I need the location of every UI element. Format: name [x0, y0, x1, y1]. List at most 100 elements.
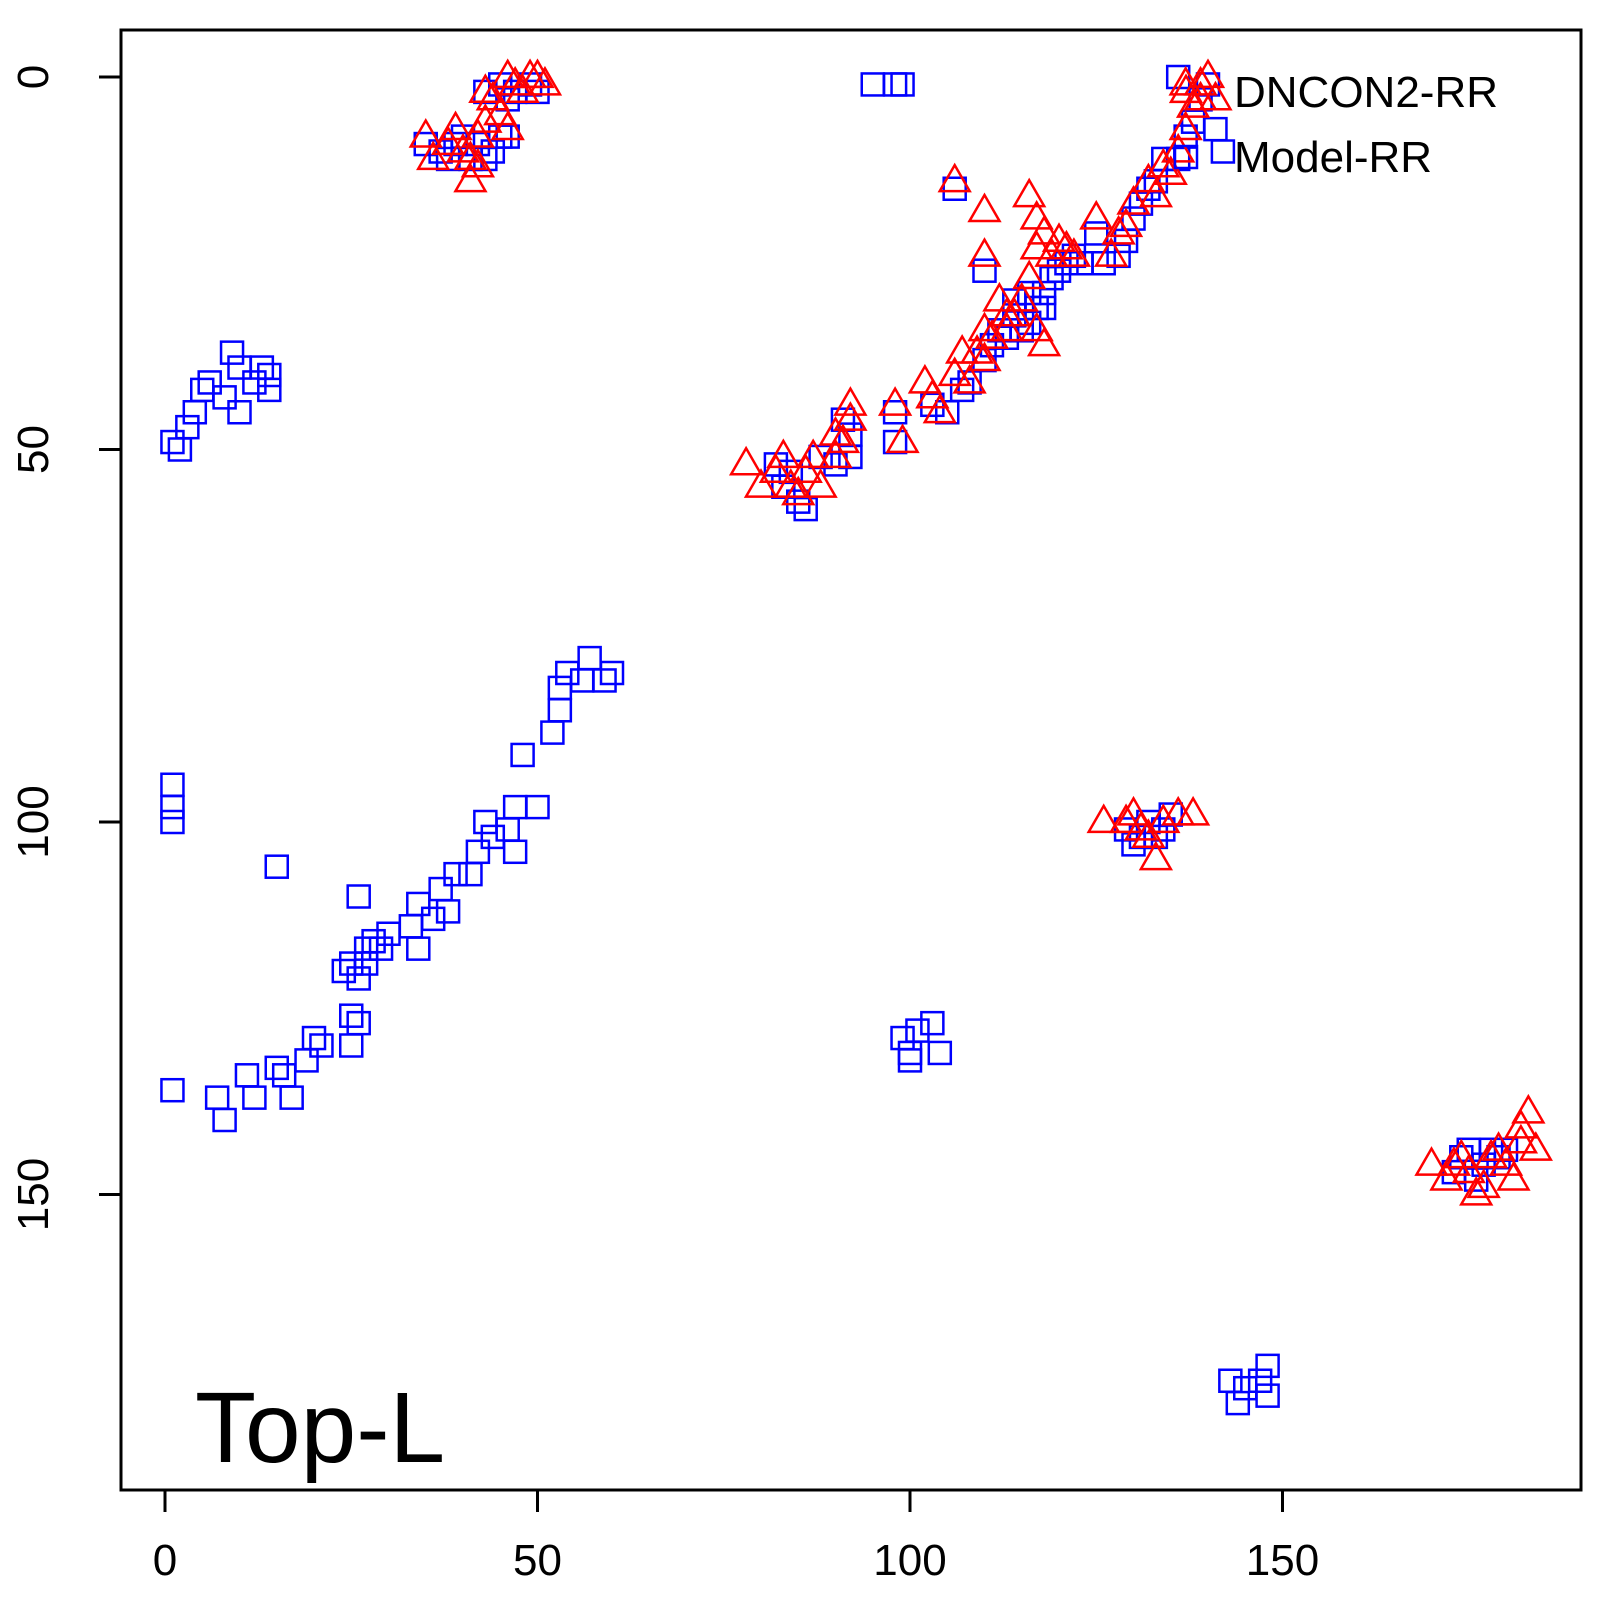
annotation-label: Top-L — [195, 1372, 445, 1484]
model-rr-point — [234, 1063, 260, 1088]
model-rr-point — [577, 645, 602, 671]
x-tick-label: 150 — [1246, 1536, 1319, 1585]
model-rr-point — [242, 1085, 267, 1110]
model-rr-point — [1136, 176, 1161, 201]
model-rr-point — [227, 400, 252, 425]
model-rr-point — [346, 1010, 371, 1036]
dncon2-rr-point — [1503, 1123, 1539, 1154]
dncon2-rr-point — [438, 110, 473, 141]
dncon2-rr-point — [1161, 132, 1196, 163]
dncon2-rr-point — [1026, 214, 1062, 245]
model-rr-point — [1039, 265, 1064, 291]
model-rr-point — [495, 124, 520, 149]
dncon2-rr-point — [877, 386, 913, 416]
model-rr-point — [428, 876, 453, 902]
dncon2-rr-point — [1175, 795, 1211, 826]
model-rr-point — [1218, 1368, 1243, 1393]
model-rr-point — [346, 884, 371, 909]
dncon2-rr-point — [1012, 177, 1047, 208]
dncon2-rr-point — [766, 438, 801, 469]
model-rr-point — [502, 839, 528, 865]
model-rr-point — [271, 1063, 297, 1088]
dncon2-rr-point — [1138, 840, 1174, 871]
dncon2-rr-point — [453, 162, 488, 193]
x-tick-label: 50 — [513, 1536, 562, 1585]
model-rr-point — [599, 660, 625, 686]
model-rr-point — [301, 1025, 327, 1051]
dncon2-rr-point — [1041, 222, 1077, 253]
model-rr-point — [160, 429, 185, 455]
model-rr-point — [1091, 251, 1116, 276]
model-rr-point — [540, 720, 565, 745]
model-rr-point — [927, 1040, 953, 1066]
model-rr-point — [353, 936, 379, 961]
series-square — [160, 64, 1519, 1416]
dncon2-rr-point — [445, 132, 481, 163]
dncon2-rr-point — [497, 65, 533, 96]
model-rr-point — [555, 660, 580, 686]
model-rr-point — [569, 668, 595, 693]
dncon2-rr-point — [1168, 110, 1203, 141]
dncon2-rr-point — [989, 296, 1025, 327]
model-rr-point — [897, 1048, 923, 1073]
dncon2-rr-point — [416, 140, 451, 171]
model-rr-point — [1255, 1353, 1280, 1379]
model-rr-point — [972, 258, 997, 283]
model-rr-point — [309, 1033, 334, 1058]
dncon2-rr-point — [781, 475, 816, 506]
dncon2-rr-point — [833, 386, 868, 416]
dncon2-rr-point — [989, 311, 1025, 342]
model-rr-point — [882, 400, 908, 425]
model-rr-point — [368, 936, 394, 961]
model-rr-point — [1046, 258, 1072, 283]
dncon2-rr-point — [430, 125, 466, 156]
dncon2-rr-point — [937, 356, 972, 387]
model-rr-point — [1247, 1368, 1273, 1393]
dncon2-rr-point — [1429, 1160, 1464, 1191]
model-rr-point — [1016, 280, 1042, 306]
dncon2-rr-point — [1436, 1146, 1472, 1176]
dncon2-rr-point — [453, 140, 488, 171]
dncon2-rr-point — [1190, 58, 1226, 89]
model-rr-point — [346, 966, 371, 991]
dncon2-rr-point — [758, 453, 794, 483]
model-rr-point — [264, 854, 289, 879]
model-rr-point — [1210, 139, 1236, 164]
model-rr-point — [227, 355, 252, 380]
dncon2-rr-point — [505, 73, 540, 104]
model-rr-point — [920, 1010, 945, 1036]
model-rr-point — [1255, 1383, 1280, 1408]
dncon2-rr-point — [408, 117, 443, 148]
dncon2-rr-point — [468, 103, 503, 133]
model-rr-point — [1016, 310, 1042, 336]
model-rr-point — [204, 1085, 230, 1110]
dncon2-rr-point — [468, 73, 503, 104]
model-rr-point — [920, 392, 945, 418]
plot-frame — [119, 28, 1583, 1492]
model-rr-point — [510, 742, 535, 768]
legend-marker — [1173, 144, 1199, 170]
dncon2-rr-point — [1079, 199, 1114, 230]
y-tick-label: 50 — [9, 425, 58, 474]
y-axis: 0 50 100 150 — [9, 65, 123, 1231]
model-rr-point — [257, 377, 282, 403]
dncon2-rr-point — [1034, 237, 1069, 267]
model-rr-point — [190, 377, 215, 403]
x-tick-label: 100 — [873, 1536, 946, 1585]
model-rr-point — [1031, 280, 1057, 306]
model-rr-point — [897, 1040, 923, 1066]
dncon2-rr-point — [885, 423, 920, 454]
dncon2-rr-point — [1138, 177, 1174, 208]
dncon2-rr-point — [1108, 803, 1144, 834]
dncon2-rr-point — [952, 363, 987, 394]
model-rr-point — [279, 1085, 304, 1110]
model-rr-point — [175, 414, 200, 440]
model-rr-point — [823, 452, 848, 477]
model-rr-point — [160, 1077, 185, 1103]
legend: DNCON2-RR Model-RR — [1168, 68, 1498, 182]
model-rr-point — [264, 1055, 289, 1081]
dncon2-rr-point — [1518, 1131, 1553, 1161]
dncon2-rr-point — [1183, 80, 1218, 111]
model-rr-point — [353, 951, 379, 976]
